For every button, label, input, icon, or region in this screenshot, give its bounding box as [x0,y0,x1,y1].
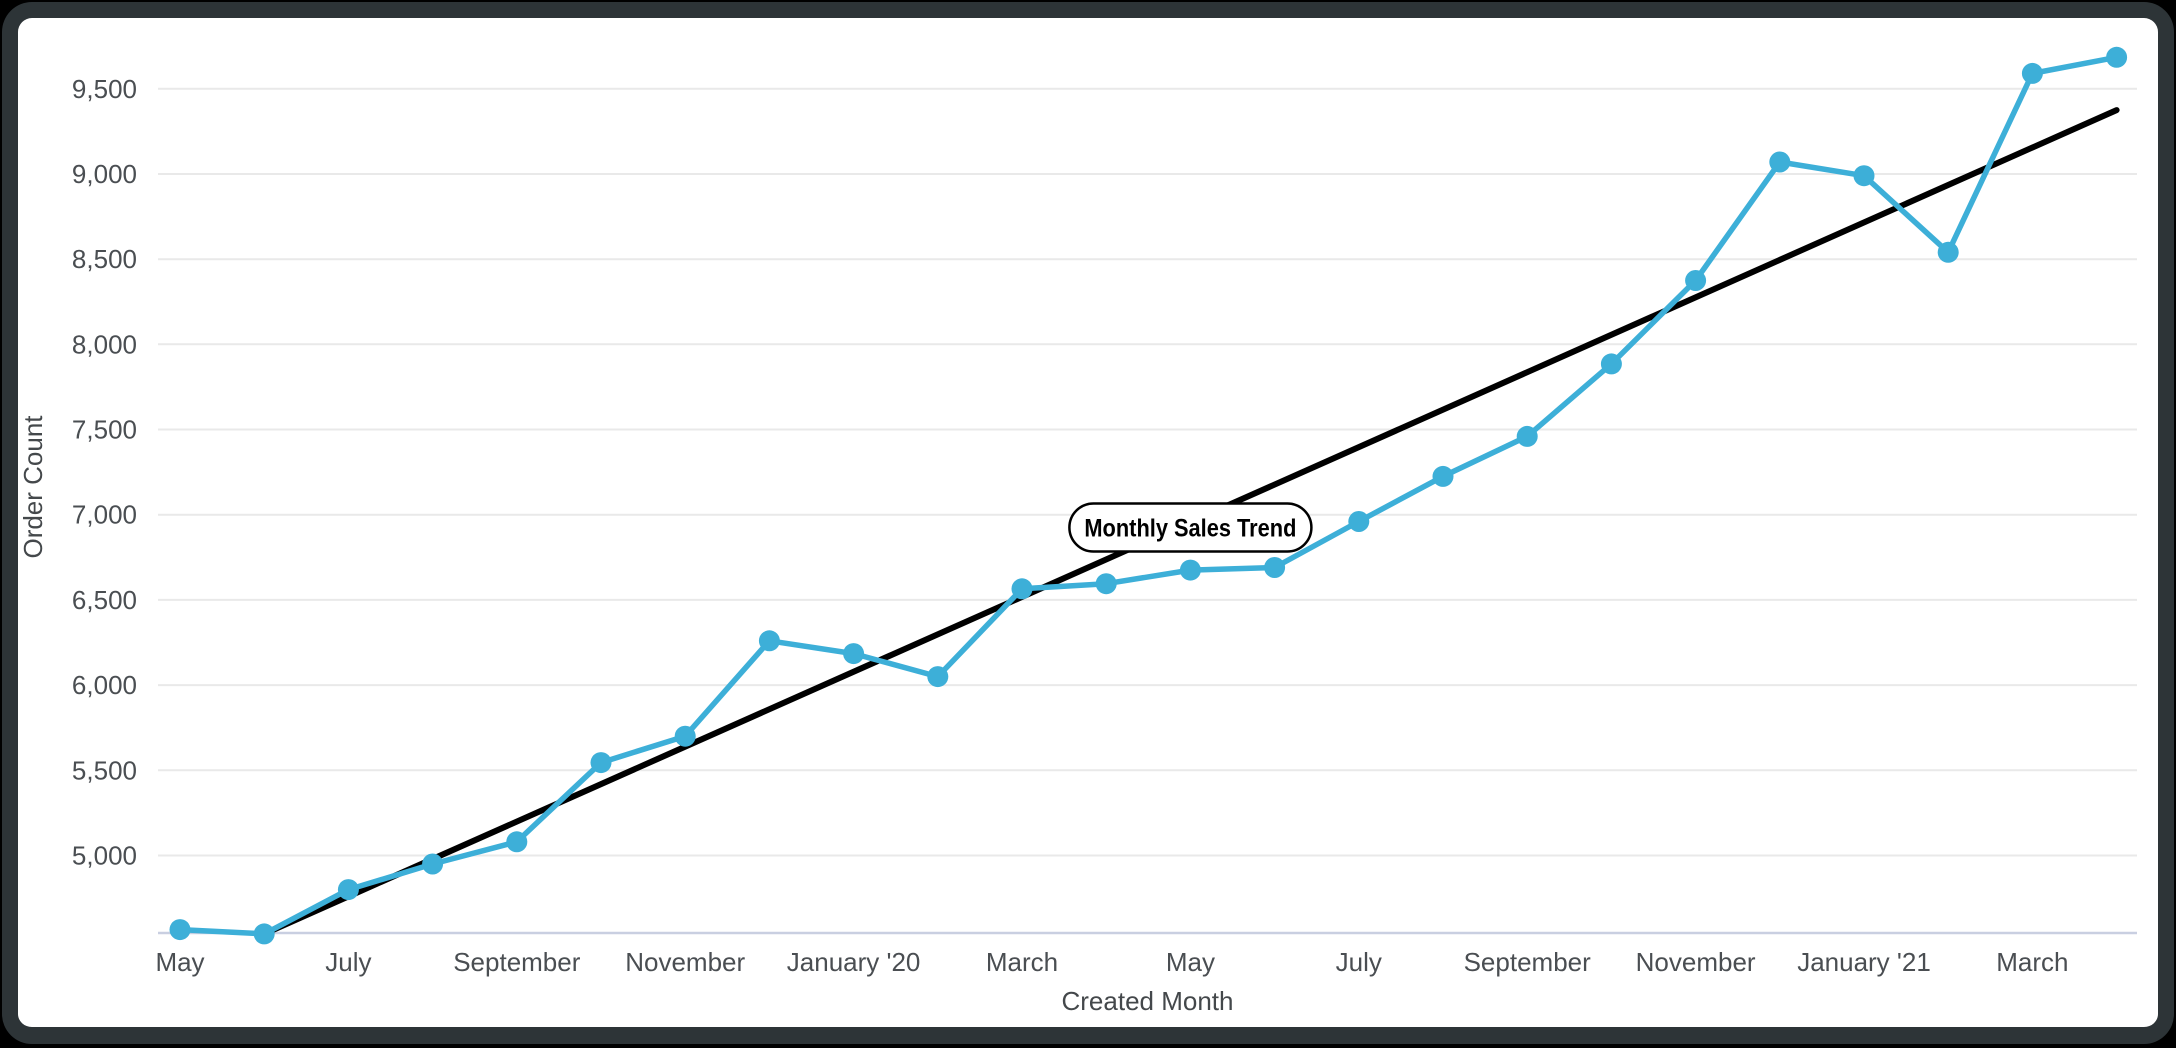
y-tick-label-7000: 7,000 [72,500,137,530]
data-point-february-2021[interactable] [1937,241,1959,263]
data-point-may-2019[interactable] [169,919,191,941]
data-point-july-2020[interactable] [1348,511,1370,532]
x-tick-label-march-2020: March [986,947,1058,977]
x-tick-label-july-2019: July [325,947,371,977]
x-tick-label-september-2019: September [453,947,581,977]
data-point-october-2019[interactable] [590,752,612,774]
data-point-january-2021[interactable] [1853,165,1875,187]
x-tick-label-september-2020: September [1464,947,1592,977]
x-tick-label-july-2020: July [1336,947,1382,977]
data-point-october-2020[interactable] [1600,353,1622,375]
data-point-march-2020[interactable] [1011,578,1033,600]
x-tick-label-january-2020: January '20 [787,947,921,977]
y-tick-label-8000: 8,000 [72,329,137,359]
data-point-july-2019[interactable] [337,879,359,901]
data-point-november-2019[interactable] [674,725,696,747]
data-point-april-2021[interactable] [2106,46,2128,68]
y-tick-label-9500: 9,500 [72,74,137,104]
data-point-december-2019[interactable] [758,630,780,652]
data-point-april-2020[interactable] [1095,573,1117,595]
data-point-september-2019[interactable] [506,831,528,853]
x-tick-label-january-2021: January '21 [1797,947,1931,977]
y-tick-label-6000: 6,000 [72,670,137,700]
x-tick-label-november-2020: November [1636,947,1756,977]
data-point-november-2020[interactable] [1685,270,1707,291]
x-tick-label-march-2021: March [1996,947,2068,977]
y-tick-label-9000: 9,000 [72,159,137,189]
data-point-may-2020[interactable] [1179,559,1201,581]
y-tick-label-8500: 8,500 [72,244,137,274]
data-point-january-2020[interactable] [843,643,865,665]
data-point-august-2020[interactable] [1432,465,1454,487]
x-axis-title: Created Month [1062,986,1234,1016]
data-point-june-2019[interactable] [253,923,275,945]
y-tick-label-5500: 5,500 [72,755,137,785]
data-point-august-2019[interactable] [422,853,444,875]
annotation-label: Monthly Sales Trend [1084,515,1296,543]
data-point-june-2020[interactable] [1264,557,1286,578]
data-point-december-2020[interactable] [1769,151,1791,173]
order-count-line [177,54,2120,937]
x-tick-label-may-2020: May [1166,947,1215,977]
data-point-february-2020[interactable] [927,666,949,688]
y-tick-label-7500: 7,500 [72,415,137,445]
y-tick-label-6500: 6,500 [72,585,137,615]
x-tick-label-may-2019: May [155,947,204,977]
annotation-box [1068,502,1313,553]
y-tick-label-5000: 5,000 [72,841,137,871]
x-tick-label-november-2019: November [625,947,745,977]
data-point-september-2020[interactable] [1516,425,1538,447]
data-point-march-2021[interactable] [2021,62,2043,84]
y-axis-title: Order Count [18,415,48,559]
